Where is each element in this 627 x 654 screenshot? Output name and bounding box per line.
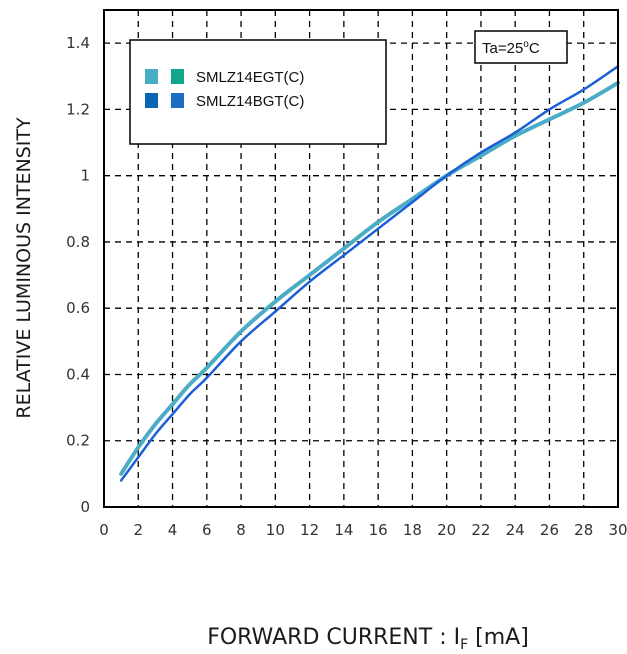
x-tick-label: 20 — [437, 521, 456, 539]
series-layer — [119, 65, 620, 482]
x-tick-label: 12 — [300, 521, 319, 539]
x-tick-label: 24 — [506, 521, 525, 539]
legend: SMLZ14EGT(C) SMLZ14BGT(C) — [145, 69, 304, 110]
x-tick-label: 16 — [369, 521, 388, 539]
x-tick-label: 10 — [266, 521, 285, 539]
annotation-text: Ta=25oC — [482, 39, 540, 57]
series-line-2 — [119, 65, 620, 482]
x-tick-label: 30 — [608, 521, 627, 539]
x-tick-label: 2 — [133, 521, 143, 539]
x-tick-label: 18 — [403, 521, 422, 539]
x-tick-label: 4 — [168, 521, 178, 539]
annotation-box — [474, 30, 568, 64]
x-tick-label: 22 — [471, 521, 490, 539]
y-tick-label: 1.4 — [66, 34, 90, 52]
y-tick-label: 0.6 — [66, 299, 90, 317]
legend-swatch — [145, 93, 158, 108]
plot-frame — [103, 9, 619, 508]
y-tick-label: 0.2 — [66, 432, 90, 450]
series-line-1 — [119, 80, 620, 476]
y-axis-label: RELATIVE LUMINOUS INTENSITY — [13, 117, 35, 419]
x-tick-label: 8 — [236, 521, 246, 539]
legend-swatch — [171, 93, 184, 108]
y-tick-label: 0.4 — [66, 365, 90, 383]
legend-label: SMLZ14EGT(C) — [196, 69, 304, 86]
x-tick-label: 28 — [574, 521, 593, 539]
y-tick-label: 1.2 — [66, 100, 90, 118]
x-tick-label: 6 — [202, 521, 212, 539]
y-tick-label: 0.8 — [66, 233, 90, 251]
y-tick-label: 0 — [80, 498, 90, 516]
y-tick-label: 1 — [80, 167, 90, 185]
legend-box — [129, 39, 387, 145]
x-axis-label: FORWARD CURRENT : IF [mA] — [207, 625, 529, 653]
x-tick-label: 14 — [334, 521, 353, 539]
legend-label: SMLZ14BGT(C) — [196, 93, 304, 110]
legend-swatch — [145, 69, 158, 84]
legend-swatch — [171, 69, 184, 84]
tick-labels: 0 2 4 6 8 10 12 14 16 18 20 22 24 26 28 3000.20.40.60.8… — [66, 34, 627, 539]
x-tick-label: 26 — [540, 521, 559, 539]
x-tick-label: 0 — [99, 521, 109, 539]
